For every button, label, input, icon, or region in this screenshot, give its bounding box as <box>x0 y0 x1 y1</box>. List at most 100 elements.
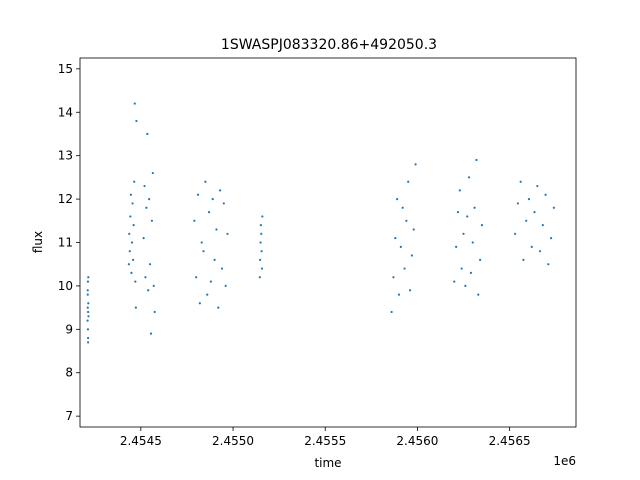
data-point <box>527 197 531 201</box>
data-point <box>87 341 90 344</box>
data-point <box>477 293 480 296</box>
data-point <box>204 180 207 183</box>
data-point <box>134 280 137 283</box>
data-point <box>480 224 484 227</box>
data-point <box>129 215 132 218</box>
data-point <box>456 211 460 214</box>
data-point <box>86 328 90 331</box>
data-point <box>193 219 196 222</box>
data-point <box>469 271 472 274</box>
data-point <box>397 293 401 296</box>
data-point <box>215 228 218 231</box>
y-axis-label: flux <box>31 231 45 253</box>
data-point <box>87 315 90 318</box>
data-point <box>541 224 544 227</box>
data-point <box>260 232 263 235</box>
data-point <box>151 171 154 175</box>
data-point <box>467 176 471 179</box>
y-tick-label: 10 <box>58 279 73 293</box>
data-point <box>213 258 216 261</box>
y-tick-label: 13 <box>58 149 73 163</box>
data-point <box>129 193 132 196</box>
y-axis-ticks: 7 8 9 10 11 12 13 14 15 <box>58 62 80 423</box>
x-tick-label: 2.4565 <box>489 434 531 448</box>
data-point <box>399 245 402 248</box>
data-point <box>394 237 397 240</box>
chart-title: 1SWASPJ083320.86+492050.3 <box>221 37 437 53</box>
data-point <box>410 254 413 257</box>
y-tick-label: 14 <box>58 105 73 119</box>
data-point <box>544 193 547 196</box>
x-tick-label: 2.4560 <box>396 434 438 448</box>
data-point <box>148 263 152 266</box>
data-point <box>153 310 156 314</box>
data-point <box>145 206 148 209</box>
data-point <box>147 289 150 292</box>
data-point <box>222 202 225 205</box>
data-point <box>460 267 463 270</box>
x-axis-ticks: 2.4545 2.4550 2.4555 2.4560 2.4565 <box>120 427 531 448</box>
data-point <box>522 258 525 261</box>
data-point <box>86 319 89 322</box>
data-point <box>146 132 149 136</box>
x-axis-label: time <box>314 456 341 470</box>
data-point <box>211 197 214 201</box>
y-tick-label: 11 <box>58 236 73 250</box>
data-point <box>464 284 467 288</box>
data-point <box>479 258 482 261</box>
data-point <box>390 310 393 314</box>
data-point <box>514 232 517 235</box>
data-point <box>392 276 395 279</box>
y-tick-label: 7 <box>65 409 73 423</box>
x-axis-offset-label: 1e6 <box>553 454 576 468</box>
x-tick-label: 2.4555 <box>304 434 346 448</box>
data-point <box>405 219 408 222</box>
data-point <box>206 293 209 296</box>
data-point <box>258 276 261 279</box>
data-point <box>202 250 205 253</box>
data-point <box>260 267 264 270</box>
data-point <box>152 284 155 288</box>
data-point <box>525 219 528 222</box>
data-point <box>453 280 456 283</box>
data-point <box>148 197 151 201</box>
data-point <box>260 250 263 253</box>
data-point <box>142 237 145 240</box>
data-point <box>408 289 412 292</box>
plot-background <box>80 58 576 427</box>
data-point <box>414 163 417 166</box>
data-point <box>209 280 213 283</box>
scatter-points <box>86 102 555 344</box>
data-point <box>86 293 89 296</box>
data-point <box>396 197 399 201</box>
data-point <box>519 180 522 183</box>
x-tick-label: 2.4545 <box>120 434 162 448</box>
plot-frame <box>79 57 577 428</box>
data-point <box>533 211 536 214</box>
data-point <box>458 189 461 192</box>
data-point <box>538 250 542 253</box>
data-point <box>149 332 153 335</box>
data-point <box>86 306 89 309</box>
data-point <box>130 241 134 244</box>
data-point <box>130 271 133 274</box>
data-point <box>412 228 415 231</box>
data-point <box>536 184 539 188</box>
data-point <box>87 276 90 279</box>
data-point <box>133 102 136 105</box>
data-point <box>143 184 146 188</box>
data-point <box>87 310 90 314</box>
data-point <box>128 250 131 253</box>
y-tick-label: 12 <box>58 192 73 206</box>
data-point <box>550 237 553 240</box>
data-point <box>401 206 404 209</box>
data-point <box>134 306 137 309</box>
data-point <box>135 119 138 123</box>
data-point <box>217 306 220 309</box>
data-point <box>132 258 135 261</box>
data-point <box>455 245 458 248</box>
data-point <box>261 215 264 218</box>
y-tick-label: 8 <box>65 366 73 380</box>
data-point <box>226 232 229 235</box>
data-point <box>144 276 147 279</box>
